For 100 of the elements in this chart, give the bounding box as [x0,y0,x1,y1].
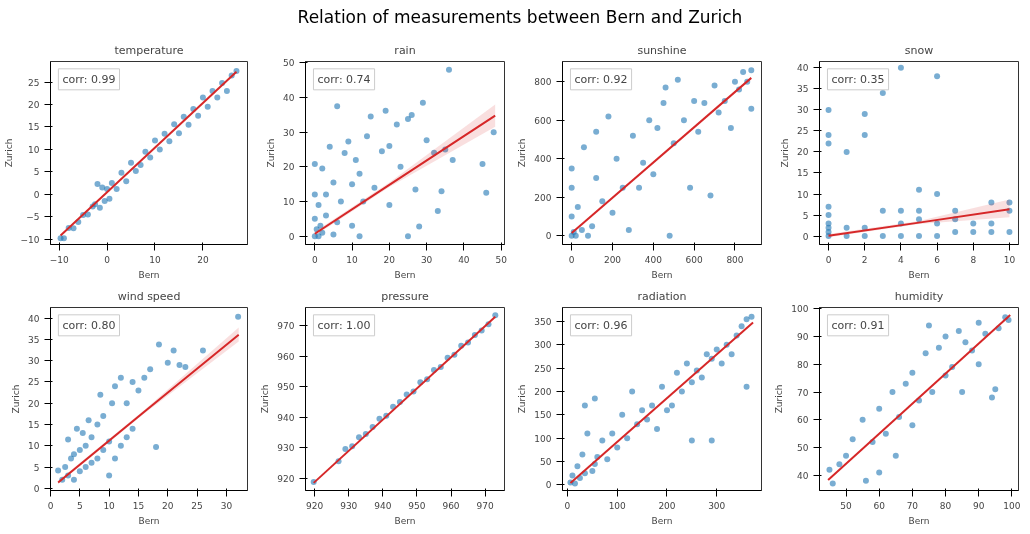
y-tick-label: 15 [28,122,40,133]
x-tick-label: 4 [898,254,905,265]
y-tick-label: 0 [288,231,295,242]
y-tick-label: 0 [33,189,40,200]
y-tick-label: 35 [797,84,809,95]
x-tick-label: 400 [644,254,663,265]
y-tick-label: 50 [797,443,809,454]
chart-title: radiation [637,289,687,303]
x-tick-label: 100 [608,500,627,511]
y-tick-label: 10 [28,441,40,452]
y-tick-label: −5 [26,212,40,223]
y-tick-label: 50 [283,58,295,69]
x-tick-label: 25 [191,500,203,511]
chart-title: snow [904,43,934,57]
y-tick-label: 400 [534,154,552,165]
chart-title: wind speed [117,289,181,303]
y-tick-label: 100 [534,433,552,444]
x-tick-label: 0 [104,254,111,265]
y-tick-label: 30 [28,356,40,367]
x-tick-label: 50 [495,254,508,265]
y-tick-label: 0 [33,483,40,494]
annotation: corr: 0.91 [831,318,885,332]
y-tick-label: 20 [283,162,295,173]
y-tick-label: 60 [797,415,809,426]
y-tick-label: 20 [28,100,40,111]
y-tick-label: 10 [283,197,295,208]
y-tick-label: 35 [28,334,40,345]
x-tick-label: 0 [568,254,575,265]
x-tick-label: 10 [149,254,161,265]
x-axis-title: Bern [138,269,160,280]
y-tick-label: 30 [797,105,809,116]
x-tick-label: 0 [564,500,571,511]
y-tick-label: 920 [277,473,295,484]
y-tick-label: 930 [277,443,295,454]
y-tick-label: 250 [534,363,552,374]
x-axis-title: Bern [908,269,930,280]
x-tick-label: 970 [476,500,494,511]
y-tick-label: 50 [540,457,552,468]
y-tick-label: 5 [33,167,40,178]
annotation: corr: 0.35 [831,72,885,86]
y-axis-title: Zurich [774,384,785,414]
x-tick-label: 300 [708,500,726,511]
y-tick-label: 10 [28,144,40,155]
x-tick-label: 90 [972,500,985,511]
y-tick-label: 800 [534,77,552,88]
x-tick-label: 940 [374,500,392,511]
y-tick-label: 40 [283,93,295,104]
x-tick-label: 0 [47,500,54,511]
annotation: corr: 0.92 [574,72,628,86]
x-tick-label: 20 [162,500,174,511]
y-tick-label: 100 [791,304,809,315]
y-tick-label: 25 [797,126,809,137]
y-tick-label: 70 [797,387,809,398]
y-tick-label: 600 [534,115,552,126]
y-tick-label: 40 [28,313,40,324]
y-tick-label: 25 [28,77,40,88]
y-tick-label: 90 [797,332,809,343]
y-tick-label: 40 [797,470,809,481]
y-tick-label: 15 [797,168,809,179]
x-tick-label: 2 [861,254,868,265]
y-tick-label: 0 [545,231,552,242]
y-tick-label: 300 [534,340,552,351]
y-tick-label: 10 [797,189,809,200]
y-tick-label: 350 [534,317,552,328]
annotation: corr: 1.00 [317,318,371,332]
x-tick-label: 20 [197,254,209,265]
y-tick-label: 200 [534,192,552,203]
chart-title: temperature [114,43,184,57]
y-tick-label: 940 [277,412,295,423]
x-axis-title: Bern [394,515,416,526]
x-tick-label: 600 [685,254,704,265]
chart-title: sunshine [637,43,687,57]
annotation: corr: 0.80 [62,318,116,332]
x-tick-label: 15 [132,500,145,511]
y-tick-label: 970 [277,321,295,332]
y-tick-label: 15 [28,420,40,431]
y-tick-label: 5 [802,210,809,221]
x-tick-label: 0 [311,254,318,265]
y-tick-label: 0 [802,231,809,242]
y-axis-title: Zurich [780,138,791,168]
y-axis-title: Zurich [517,138,528,168]
annotation: corr: 0.74 [317,72,371,86]
y-tick-label: 30 [283,127,295,138]
y-tick-label: 950 [277,382,295,393]
x-axis-title: Bern [138,515,160,526]
annotation: corr: 0.99 [62,72,116,86]
x-tick-label: −10 [49,254,69,265]
chart-title: humidity [894,289,944,303]
annotation: corr: 0.96 [574,318,628,332]
x-tick-label: 6 [934,254,941,265]
y-axis-title: Zurich [266,138,277,168]
y-axis-title: Zurich [260,384,271,414]
y-axis-title: Zurich [517,384,528,414]
x-tick-label: 100 [1003,500,1021,511]
y-tick-label: 150 [534,410,552,421]
x-tick-label: 10 [103,500,116,511]
y-axis-title: Zurich [3,138,14,168]
x-tick-label: 40 [458,254,470,265]
text: Relation of measurements between Bern and Zurich [297,6,743,29]
x-tick-label: 800 [726,254,744,265]
